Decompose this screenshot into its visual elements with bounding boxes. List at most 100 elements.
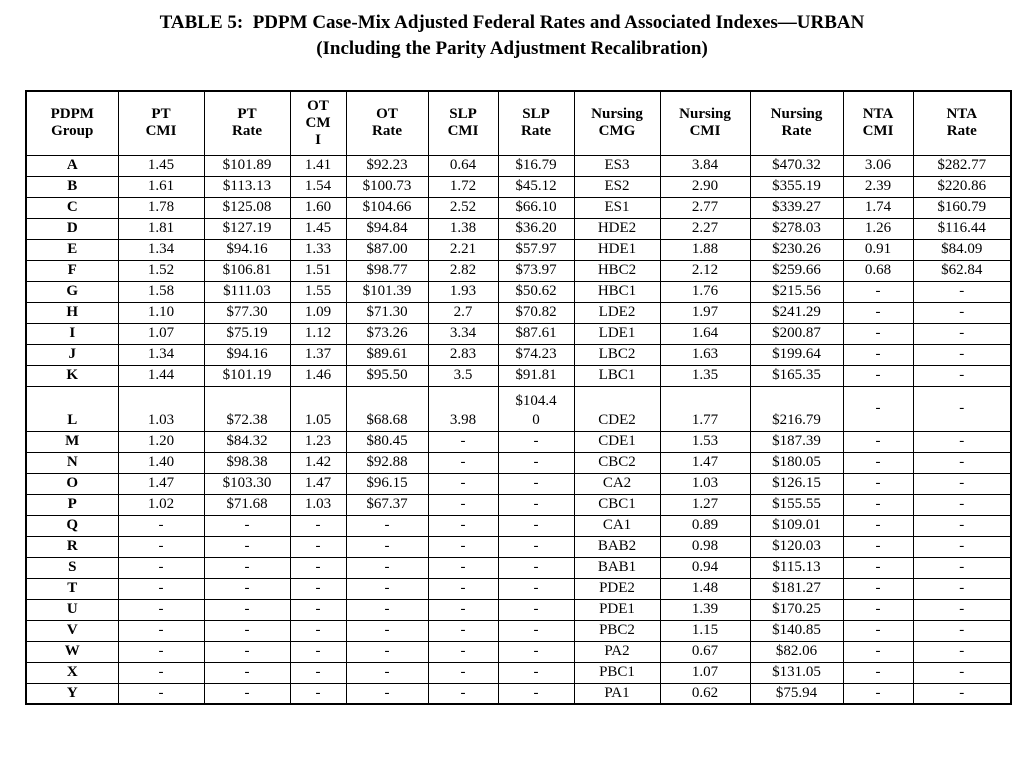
table-row: M 1.20 $84.32 1.23 $80.45- - CDE1 1.53 $187.39- - (25, 430, 1012, 453)
table-cell: PA2 (573, 640, 661, 663)
table-cell: CBC1 (573, 493, 661, 516)
table-cell: - (345, 619, 429, 642)
table-cell: - (427, 577, 499, 600)
table-cell: - (427, 535, 499, 558)
table-row: F 1.52 $106.81 1.51 $98.77 2.82 $73.97 HBC2 2.12… (25, 259, 1012, 282)
table-cell: - (912, 430, 1012, 453)
table-row: O 1.47 $103.30 1.47 $96.15- - CA2 1.03 $126.15- - (25, 472, 1012, 495)
table-cell: - (345, 577, 429, 600)
table-cell: - (912, 343, 1012, 366)
table-cell: - (912, 619, 1012, 642)
table-cell: - (497, 598, 575, 621)
table-row: B 1.61 $113.13 1.54 $100.73 1.72 $45.12 ES2 2.90… (25, 175, 1012, 198)
table-cell: $125.08 (203, 196, 291, 219)
table-cell: $131.05 (749, 661, 844, 684)
table-row: J 1.34 $94.16 1.37 $89.61 2.83 $74.23 LBC2 1.63 $… (25, 343, 1012, 366)
table-cell: - (345, 514, 429, 537)
table-cell: $84.32 (203, 430, 291, 453)
table-cell: $75.19 (203, 322, 291, 345)
table-cell: 2.27 (659, 217, 751, 240)
table-cell: - (117, 661, 205, 684)
table-row: C 1.78 $125.08 1.60 $104.66 2.52 $66.10 ES1 2.77… (25, 196, 1012, 219)
table-cell: - (912, 385, 1012, 432)
table-cell: $120.03 (749, 535, 844, 558)
table-cell: 2.83 (427, 343, 499, 366)
table-cell: 0.98 (659, 535, 751, 558)
table-cell: 1.47 (289, 472, 347, 495)
table-cell: PBC1 (573, 661, 661, 684)
table-cell: 1.53 (659, 430, 751, 453)
pdpm-group-cell: I (25, 322, 119, 345)
pdpm-group-cell: F (25, 259, 119, 282)
table-cell: - (117, 556, 205, 579)
table-cell: $72.38 (203, 385, 291, 432)
table-cell: 3.98 (427, 385, 499, 432)
column-header: Nursing CMG (573, 90, 661, 156)
table-cell: 1.23 (289, 430, 347, 453)
table-cell: - (117, 514, 205, 537)
table-cell: - (842, 661, 914, 684)
table-cell: $94.16 (203, 343, 291, 366)
table-body: A 1.45 $101.89 1.41 $92.23 0.64 $16.79 ES3 3.84 $… (25, 154, 1012, 705)
table-cell: 1.12 (289, 322, 347, 345)
table-cell: 2.77 (659, 196, 751, 219)
table-cell: 1.03 (659, 472, 751, 495)
table-cell: - (345, 535, 429, 558)
table-cell: - (345, 682, 429, 705)
table-cell: - (117, 577, 205, 600)
table-row: L 1.03 $72.38 1.05 $68.68 3.98 $104.4 0 CDE2 1.7… (25, 385, 1012, 432)
table-cell: 1.63 (659, 343, 751, 366)
table-row: D 1.81 $127.19 1.45 $94.84 1.38 $36.20 HDE2 2.27… (25, 217, 1012, 240)
table-cell: 1.76 (659, 280, 751, 303)
table-row: E 1.34 $94.16 1.33 $87.00 2.21 $57.97 HDE1 1.88 $… (25, 238, 1012, 261)
table-cell: LBC2 (573, 343, 661, 366)
table-cell: - (427, 451, 499, 474)
table-cell: $45.12 (497, 175, 575, 198)
table-cell: - (842, 472, 914, 495)
table-cell: 1.34 (117, 238, 205, 261)
table-cell: $66.10 (497, 196, 575, 219)
table-cell: $71.68 (203, 493, 291, 516)
table-cell: - (842, 640, 914, 663)
table-cell: BAB1 (573, 556, 661, 579)
pdpm-group-cell: R (25, 535, 119, 558)
table-cell: $160.79 (912, 196, 1012, 219)
table-cell: - (497, 640, 575, 663)
table-cell: - (912, 280, 1012, 303)
table-cell: $180.05 (749, 451, 844, 474)
table-cell: 2.12 (659, 259, 751, 282)
table-cell: - (842, 343, 914, 366)
table-cell: 2.7 (427, 301, 499, 324)
column-header: PT Rate (203, 90, 291, 156)
table-cell: 2.90 (659, 175, 751, 198)
table-cell: 0.68 (842, 259, 914, 282)
table-cell: HDE2 (573, 217, 661, 240)
table-row: T - - - - - - PDE2 1.48 $181.27- - (25, 577, 1012, 600)
table-cell: 3.84 (659, 154, 751, 177)
table-cell: BAB2 (573, 535, 661, 558)
table-row: W - - - - - - PA2 0.67 $82.06- - (25, 640, 1012, 663)
table-cell: - (117, 535, 205, 558)
table-cell: - (497, 682, 575, 705)
table-cell: - (842, 598, 914, 621)
pdpm-group-cell: P (25, 493, 119, 516)
table-cell: 1.20 (117, 430, 205, 453)
table-row: K 1.44 $101.19 1.46 $95.50 3.5 $91.81 LBC1 1.35 $… (25, 364, 1012, 387)
table-header: PDPM Group PT CMI PT Rate OT CM I OT Rate SLP… (25, 90, 1012, 156)
table-cell: $111.03 (203, 280, 291, 303)
table-cell: - (912, 493, 1012, 516)
table-row: V - - - - - - PBC2 1.15 $140.85- - (25, 619, 1012, 642)
table-cell: CBC2 (573, 451, 661, 474)
table-cell: - (842, 385, 914, 432)
table-cell: 1.58 (117, 280, 205, 303)
table-cell: $94.84 (345, 217, 429, 240)
table-cell: - (427, 514, 499, 537)
table-cell: - (345, 661, 429, 684)
table-cell: $62.84 (912, 259, 1012, 282)
table-cell: $101.89 (203, 154, 291, 177)
table-cell: PDE2 (573, 577, 661, 600)
table-cell: 1.41 (289, 154, 347, 177)
table-cell: - (912, 322, 1012, 345)
table-cell: $103.30 (203, 472, 291, 495)
table-cell: 1.02 (117, 493, 205, 516)
